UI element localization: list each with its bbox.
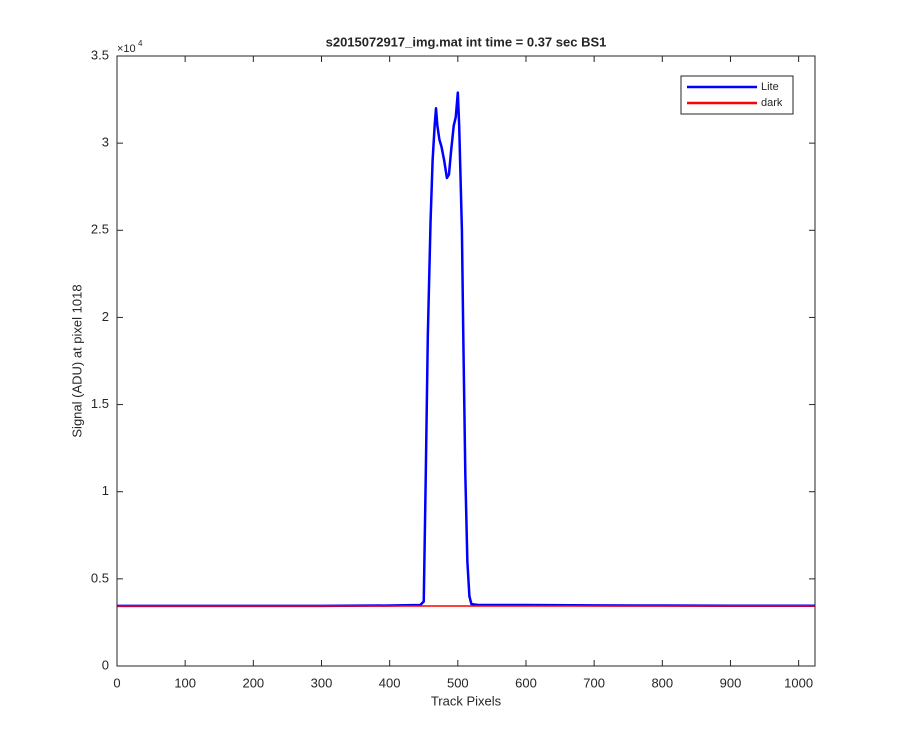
y-tick-label: 1 — [102, 483, 109, 498]
y-tick-label: 0.5 — [91, 570, 109, 585]
x-tick-label: 300 — [311, 675, 333, 690]
y-exponent-power: 4 — [138, 39, 143, 48]
x-tick-label: 700 — [583, 675, 605, 690]
x-tick-label: 600 — [515, 675, 537, 690]
legend-label: Lite — [761, 81, 779, 93]
chart-title: s2015072917_img.mat int time = 0.37 sec … — [326, 34, 607, 49]
y-axis-label: Signal (ADU) at pixel 1018 — [69, 284, 84, 437]
x-tick-label: 100 — [174, 675, 196, 690]
y-exponent-base: ×10 — [117, 43, 136, 55]
x-tick-label: 800 — [651, 675, 673, 690]
y-tick-label: 0 — [102, 657, 109, 672]
y-tick-label: 2.5 — [91, 222, 109, 237]
x-tick-label: 900 — [720, 675, 742, 690]
legend-label: dark — [761, 97, 783, 109]
y-tick-label: 3 — [102, 135, 109, 150]
x-tick-label: 0 — [113, 675, 120, 690]
x-axis-label: Track Pixels — [431, 693, 502, 708]
y-tick-label: 1.5 — [91, 396, 109, 411]
x-tick-label: 500 — [447, 675, 469, 690]
x-tick-label: 400 — [379, 675, 401, 690]
x-tick-label: 200 — [242, 675, 264, 690]
x-tick-label: 1000 — [784, 675, 813, 690]
y-tick-label: 2 — [102, 309, 109, 324]
y-tick-label: 3.5 — [91, 47, 109, 62]
